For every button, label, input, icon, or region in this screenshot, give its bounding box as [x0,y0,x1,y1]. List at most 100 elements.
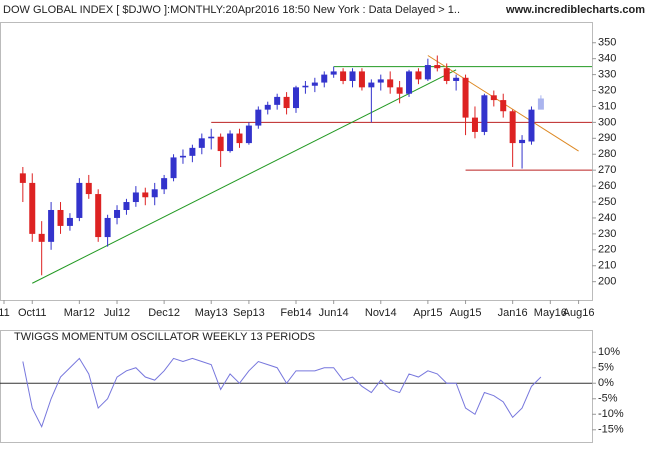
candle-body [123,202,130,210]
x-tick-label: Jul12 [104,307,130,319]
y-tick-label: 290 [598,132,616,144]
candle-body [95,194,102,238]
candle-body [396,87,403,94]
candle-body [198,138,205,148]
candle-body [490,95,497,101]
candle-body [151,189,158,198]
candle-body [443,68,450,81]
x-tick-label: Oct11 [18,307,47,319]
candle-body [528,109,535,142]
x-tick-label: Sep13 [233,307,265,319]
candle-body [76,182,83,218]
candle-body [293,87,299,109]
y-tick-label: 310 [598,100,616,112]
x-tick-label: Mar12 [64,307,95,319]
candle-body [29,182,36,234]
candle-body [19,173,26,183]
chart-title: DOW GLOBAL INDEX [ $DJWO ]:MONTHLY:20Apr… [3,4,460,16]
candle-body [66,217,73,226]
candle-body [179,155,186,158]
y-tick-label: 270 [598,164,616,176]
candle-body [85,182,92,195]
oscillator-title: TWIGGS MOMENTUM OSCILLATOR WEEKLY 13 PER… [14,331,315,343]
y-tick-label: 210 [598,260,616,272]
candle-body [104,217,111,238]
candle-body [264,104,271,110]
candle-body [38,233,45,242]
x-tick-label: Feb14 [280,307,311,319]
candle-body [283,96,290,109]
candle-body [330,71,337,75]
candle-body [415,71,422,80]
x-tick-label: Aug16 [563,307,595,319]
candle-body [321,74,328,83]
candle-body [462,77,469,118]
x-tick-label: May13 [195,307,228,319]
y-tick-label: 330 [598,69,616,81]
candle-body [189,147,196,156]
candle-body [132,192,139,203]
candle-body [114,209,121,218]
candle-body [311,82,318,86]
y-tick-label: 220 [598,244,616,256]
candle-body [57,209,64,226]
source: www.incrediblecharts.com [505,4,645,16]
y-tick-label: 230 [598,228,616,240]
candle-body [434,65,441,69]
candle-body [236,133,243,144]
oscillator-line [22,357,542,428]
candle-body [424,65,431,80]
candle-body [48,209,55,242]
x-tick-label: Nov14 [365,307,397,319]
candle-body [255,109,262,126]
candle-body [377,79,384,83]
candle-body [227,133,234,152]
x-tick-label: May16 [534,307,567,319]
candle-body [519,139,526,144]
x-tick-label: Aug15 [450,307,482,319]
candle-body [368,82,375,88]
candle-body [406,71,413,94]
y-tick-label: 260 [598,180,616,192]
y-tick-label: -15% [598,424,624,436]
y-tick-label: 250 [598,196,616,208]
y-tick-label: -5% [598,393,618,405]
candle-body [387,79,394,88]
candle-body [142,192,149,198]
candle-body [349,71,356,81]
y-tick-label: 350 [598,37,616,49]
y-tick-label: 240 [598,212,616,224]
candle-body [245,125,252,144]
x-tick-label: Dec12 [148,307,180,319]
candle-body [537,98,544,110]
y-tick-label: 200 [598,276,616,288]
candle-body [208,136,215,139]
y-tick-label: 300 [598,116,616,128]
candle-body [481,95,488,132]
oscillator-pane [0,330,593,443]
trend-line [32,69,457,284]
y-tick-label: -10% [598,408,624,420]
y-tick-label: 0% [598,377,614,389]
candle-body [509,111,516,144]
candle-body [274,96,281,105]
candle-body [340,71,347,81]
candle-body [302,85,309,88]
candle-body [161,178,168,190]
candle-body [358,71,365,88]
x-tick-label: Apr15 [413,307,442,319]
candle-body [217,136,224,152]
x-tick-label: 11 [0,307,10,319]
x-tick-label: Jun14 [319,307,349,319]
y-tick-label: 340 [598,53,616,65]
y-tick-label: 320 [598,84,616,96]
y-tick-label: 280 [598,148,616,160]
x-tick-label: Jan16 [498,307,528,319]
candle-body [453,77,460,81]
price-pane [0,22,593,301]
y-tick-label: 5% [598,362,614,374]
candle-body [500,100,507,112]
candle-body [170,157,177,179]
candle-body [471,117,478,132]
